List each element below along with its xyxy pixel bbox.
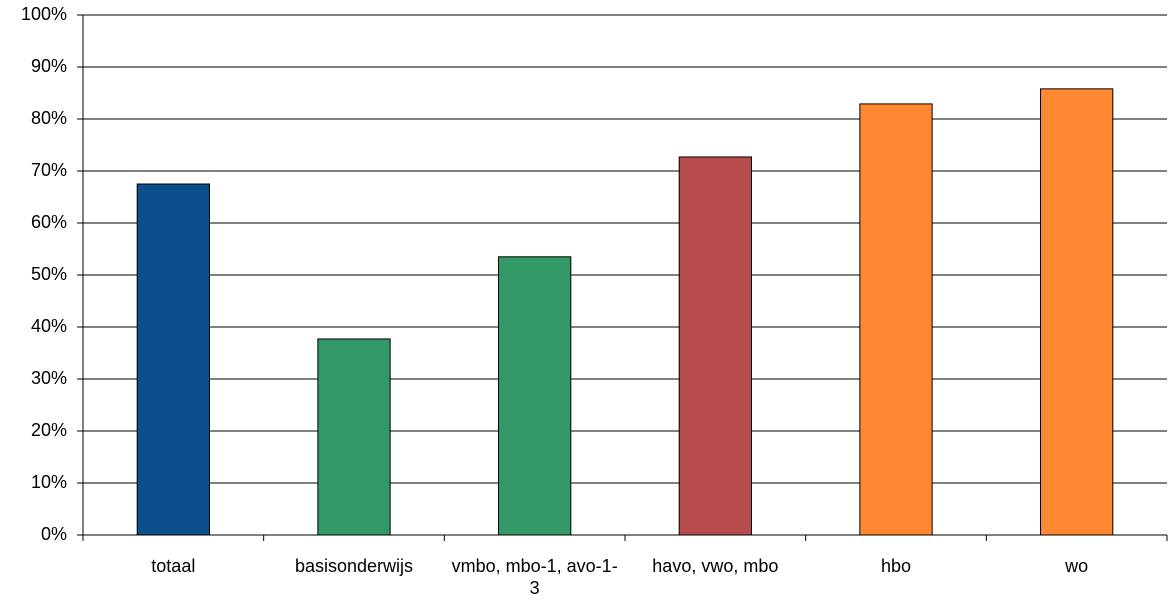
bar xyxy=(1040,88,1114,536)
bar xyxy=(317,338,391,536)
y-tick-label: 70% xyxy=(31,160,67,180)
bar xyxy=(678,156,752,536)
bar xyxy=(136,183,210,536)
y-tick-label: 40% xyxy=(31,316,67,336)
y-tick-label: 10% xyxy=(31,472,67,492)
x-tick-label: hbo xyxy=(880,556,912,576)
y-tick-label: 50% xyxy=(31,264,67,284)
y-tick-label: 100% xyxy=(21,4,67,24)
bar xyxy=(498,256,572,536)
y-tick-label: 90% xyxy=(31,56,67,76)
y-tick-label: 30% xyxy=(31,368,67,388)
x-tick-label: totaal xyxy=(151,556,196,576)
y-tick-label: 20% xyxy=(31,420,67,440)
x-tick-label: wo xyxy=(1065,556,1089,576)
x-tick-label: havo, vwo, mbo xyxy=(652,556,779,576)
y-tick-label: 60% xyxy=(31,212,67,232)
bar xyxy=(859,103,933,536)
x-tick-label: basisonderwijs xyxy=(294,556,414,576)
x-tick-label: vmbo, mbo-1, avo-1-3 xyxy=(451,556,618,598)
y-tick-label: 80% xyxy=(31,108,67,128)
y-tick-label: 0% xyxy=(41,524,67,544)
